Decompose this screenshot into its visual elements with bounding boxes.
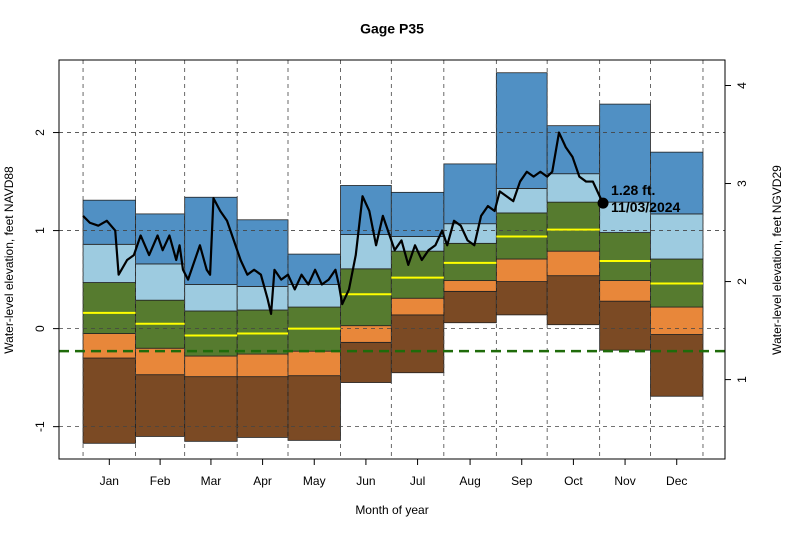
percentile-band bbox=[236, 286, 289, 311]
percentile-band bbox=[236, 309, 289, 355]
daily-line bbox=[82, 131, 605, 316]
percentile-band bbox=[390, 314, 445, 374]
percentile-band bbox=[390, 250, 445, 299]
x-tick-label: Dec bbox=[666, 474, 687, 488]
percentile-band bbox=[650, 151, 704, 215]
x-tick-label: Aug bbox=[459, 474, 480, 488]
percentile-band bbox=[495, 281, 548, 316]
x-tick-label: Mar bbox=[201, 474, 222, 488]
percentile-band bbox=[135, 374, 186, 437]
y2-tick-label: 3 bbox=[735, 180, 749, 187]
percentile-band bbox=[495, 72, 548, 189]
percentile-band bbox=[135, 263, 186, 301]
annotation-label: 11/03/2024 bbox=[611, 199, 681, 215]
percentile-band bbox=[236, 376, 289, 438]
y2-tick-label: 1 bbox=[735, 376, 749, 383]
percentile-band bbox=[184, 310, 238, 357]
percentile-band bbox=[599, 103, 651, 203]
percentile-band bbox=[340, 234, 392, 270]
percentile-band bbox=[340, 341, 392, 383]
x-tick-label: Oct bbox=[564, 474, 583, 488]
percentile-band bbox=[82, 357, 136, 444]
x-tick-label: Feb bbox=[150, 474, 171, 488]
percentile-band bbox=[390, 191, 445, 237]
percentile-band bbox=[546, 173, 601, 203]
x-tick-label: May bbox=[303, 474, 326, 488]
annotation-point bbox=[597, 197, 609, 209]
percentile-band bbox=[135, 347, 186, 376]
percentile-band bbox=[650, 213, 704, 260]
percentile-band bbox=[340, 185, 392, 235]
x-tick-label: Jul bbox=[410, 474, 425, 488]
annotation-label: 1.28 ft. bbox=[611, 182, 655, 198]
y2-tick-label: 2 bbox=[735, 278, 749, 285]
percentile-band bbox=[82, 333, 136, 359]
percentile-band bbox=[599, 280, 651, 302]
x-tick-label: Jun bbox=[356, 474, 375, 488]
percentile-band bbox=[390, 297, 445, 316]
percentile-band bbox=[495, 188, 548, 214]
plot-frame bbox=[58, 59, 726, 460]
x-tick-label: Jan bbox=[100, 474, 119, 488]
y-axis-label: Water-level elevation, feet NAVD88 bbox=[2, 166, 16, 354]
x-tick-label: Sep bbox=[511, 474, 533, 488]
percentile-band bbox=[184, 376, 238, 442]
percentile-band bbox=[599, 232, 651, 281]
percentile-band bbox=[546, 250, 601, 277]
percentile-band bbox=[443, 290, 497, 324]
chart-title: Gage P35 bbox=[360, 21, 424, 37]
percentile-band bbox=[650, 306, 704, 335]
percentile-band bbox=[82, 282, 136, 334]
x-axis-label: Month of year bbox=[355, 503, 428, 517]
percentile-band bbox=[236, 353, 289, 378]
percentile-band bbox=[340, 325, 392, 343]
percentile-band bbox=[82, 243, 136, 283]
percentile-band bbox=[443, 280, 497, 292]
y2-axis-label: Water-level elevation, feet NGVD29 bbox=[770, 165, 784, 355]
percentile-band bbox=[546, 275, 601, 326]
percentile-band bbox=[650, 334, 704, 397]
y-tick-label: -1 bbox=[33, 421, 47, 432]
y-tick-label: 2 bbox=[33, 129, 47, 136]
percentile-band bbox=[546, 201, 601, 252]
percentile-band bbox=[340, 268, 392, 327]
percentile-band bbox=[443, 163, 497, 225]
x-tick-label: Apr bbox=[253, 474, 272, 488]
percentile-band bbox=[599, 300, 651, 351]
percentile-band bbox=[287, 350, 341, 377]
percentile-band bbox=[184, 355, 238, 378]
percentile-band bbox=[287, 375, 341, 441]
y2-tick-label: 4 bbox=[735, 82, 749, 89]
percentile-band bbox=[495, 258, 548, 282]
x-tick-label: Nov bbox=[614, 474, 635, 488]
percentile-band bbox=[184, 284, 238, 312]
y-tick-label: 1 bbox=[33, 227, 47, 234]
y-tick-label: 0 bbox=[33, 325, 47, 332]
